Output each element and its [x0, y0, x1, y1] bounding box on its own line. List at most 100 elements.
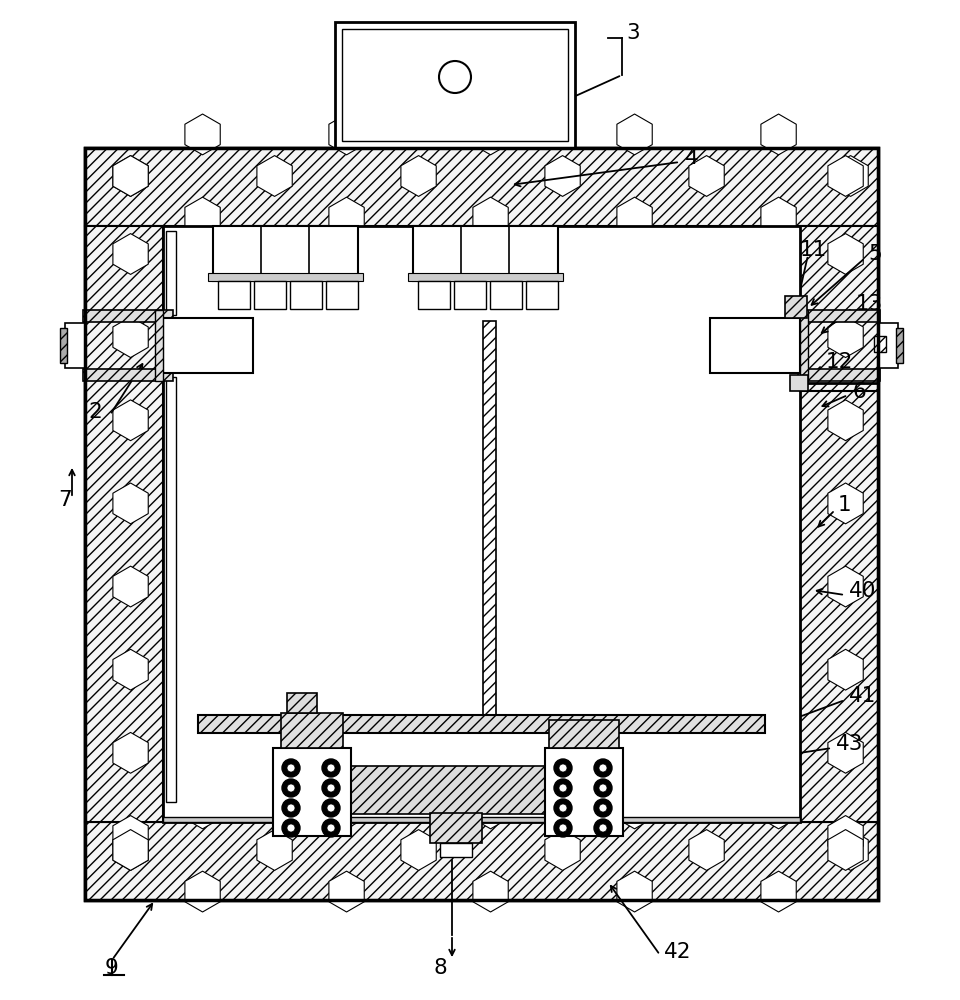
Bar	[281, 713, 343, 748]
Polygon shape	[761, 114, 796, 155]
Polygon shape	[473, 197, 508, 238]
Polygon shape	[185, 114, 220, 155]
Circle shape	[327, 784, 335, 792]
Polygon shape	[113, 649, 148, 690]
Polygon shape	[113, 400, 148, 441]
Polygon shape	[185, 788, 220, 829]
Bar	[287, 693, 317, 713]
Text: 6: 6	[852, 382, 866, 402]
Polygon shape	[833, 156, 868, 196]
Polygon shape	[113, 830, 148, 870]
Polygon shape	[473, 871, 508, 912]
Polygon shape	[329, 197, 364, 238]
Text: 13: 13	[856, 294, 883, 314]
Circle shape	[327, 824, 335, 832]
Circle shape	[559, 764, 567, 772]
Bar	[454, 281, 486, 309]
Bar	[545, 748, 623, 836]
Text: 43: 43	[836, 734, 863, 754]
Bar	[874, 336, 886, 352]
Polygon shape	[828, 566, 863, 607]
Bar	[85, 148, 878, 900]
Polygon shape	[828, 649, 863, 690]
Polygon shape	[113, 156, 148, 196]
Polygon shape	[185, 871, 220, 912]
Circle shape	[282, 799, 300, 817]
Bar	[254, 281, 286, 309]
Circle shape	[599, 764, 607, 772]
Polygon shape	[329, 871, 364, 912]
Bar	[163, 318, 253, 373]
Circle shape	[282, 819, 300, 837]
Bar	[83, 310, 173, 322]
Bar	[335, 22, 575, 148]
Text: 5: 5	[868, 244, 881, 264]
Polygon shape	[545, 830, 580, 870]
Text: 2: 2	[88, 402, 102, 422]
Polygon shape	[828, 732, 863, 773]
Polygon shape	[828, 816, 863, 856]
Polygon shape	[401, 830, 436, 870]
Bar	[413, 226, 558, 281]
Bar	[418, 281, 450, 309]
Polygon shape	[617, 114, 652, 155]
Bar	[342, 29, 568, 141]
Polygon shape	[761, 197, 796, 238]
Bar	[155, 310, 163, 381]
Polygon shape	[329, 114, 364, 155]
Bar	[273, 748, 351, 836]
Polygon shape	[113, 732, 148, 773]
Circle shape	[287, 824, 295, 832]
Polygon shape	[113, 566, 148, 607]
Bar	[198, 715, 765, 733]
Circle shape	[327, 804, 335, 812]
Bar	[490, 281, 522, 309]
Text: 12: 12	[826, 352, 853, 372]
Bar	[483, 321, 496, 722]
Text: 9: 9	[106, 958, 119, 978]
Polygon shape	[113, 156, 148, 196]
Polygon shape	[828, 156, 863, 196]
Bar	[85, 148, 878, 900]
Circle shape	[287, 764, 295, 772]
Text: 1: 1	[838, 495, 852, 515]
Bar	[213, 226, 358, 281]
Text: 11: 11	[800, 240, 828, 260]
Polygon shape	[113, 317, 148, 358]
Text: 41: 41	[849, 686, 876, 706]
Polygon shape	[689, 830, 724, 870]
Bar	[85, 822, 878, 900]
Bar	[896, 328, 903, 363]
Polygon shape	[828, 830, 863, 870]
Circle shape	[322, 799, 340, 817]
Polygon shape	[617, 871, 652, 912]
Circle shape	[554, 759, 572, 777]
Bar	[878, 323, 898, 368]
Circle shape	[439, 61, 471, 93]
Polygon shape	[473, 114, 508, 155]
Polygon shape	[761, 788, 796, 829]
Text: 4: 4	[685, 148, 699, 168]
Bar	[790, 375, 808, 391]
Bar	[85, 148, 878, 226]
Circle shape	[282, 759, 300, 777]
Circle shape	[599, 804, 607, 812]
Polygon shape	[828, 234, 863, 274]
Bar	[785, 296, 807, 318]
Bar	[83, 369, 173, 381]
Polygon shape	[401, 156, 436, 196]
Bar	[208, 273, 363, 281]
Bar	[166, 231, 176, 315]
Polygon shape	[833, 830, 868, 870]
Polygon shape	[185, 197, 220, 238]
Circle shape	[594, 759, 612, 777]
Bar	[218, 281, 250, 309]
Text: 7: 7	[58, 490, 72, 510]
Text: 8: 8	[433, 958, 446, 978]
Circle shape	[322, 819, 340, 837]
Circle shape	[559, 804, 567, 812]
Polygon shape	[113, 816, 148, 856]
Bar	[166, 377, 176, 802]
Bar	[798, 310, 880, 322]
Polygon shape	[113, 234, 148, 274]
